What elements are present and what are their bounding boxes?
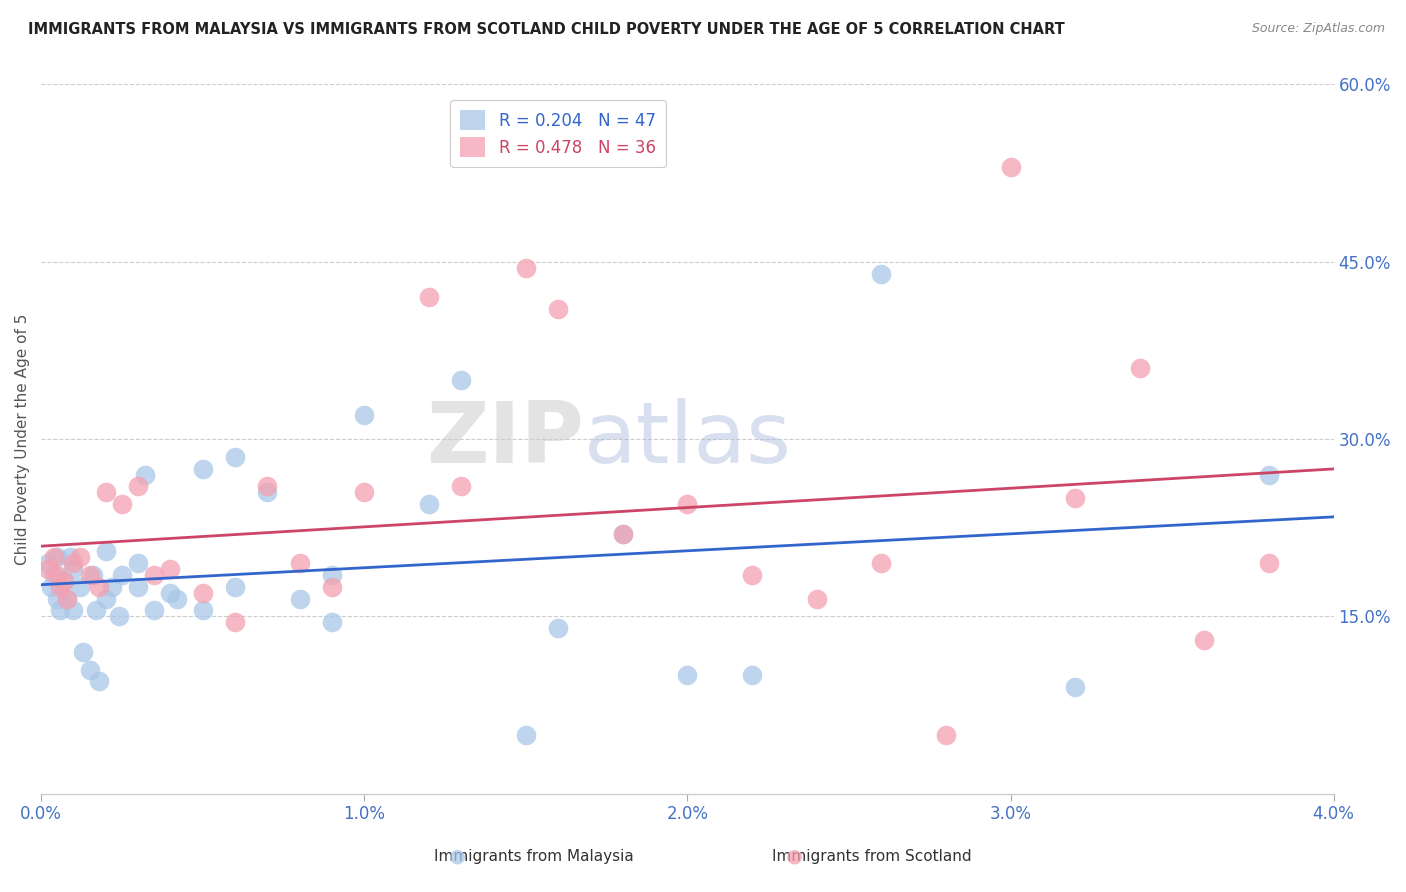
Point: [1000, 160, 1022, 174]
Point: [94, 544, 117, 558]
Point: [741, 668, 763, 682]
Point: [46, 550, 69, 565]
Point: [353, 485, 375, 500]
Point: [42, 550, 65, 565]
Text: Immigrants from Scotland: Immigrants from Scotland: [772, 849, 972, 863]
Point: [256, 479, 278, 493]
Point: [353, 409, 375, 423]
Point: [288, 591, 311, 606]
Point: [547, 621, 569, 635]
Point: [806, 591, 828, 606]
Point: [134, 467, 156, 482]
Point: [418, 497, 440, 511]
Point: [52, 574, 75, 588]
Point: [515, 728, 537, 742]
Text: ●: ●: [449, 847, 465, 866]
Point: [56, 591, 79, 606]
Point: [82, 568, 104, 582]
Point: [49, 580, 72, 594]
Point: [515, 260, 537, 275]
Point: [37, 556, 59, 570]
Point: [72, 645, 94, 659]
Point: [94, 485, 117, 500]
Point: [69, 580, 91, 594]
Point: [166, 591, 188, 606]
Point: [224, 450, 246, 464]
Point: [256, 485, 278, 500]
Point: [127, 479, 149, 493]
Point: [159, 562, 181, 576]
Point: [612, 526, 634, 541]
Text: ●: ●: [786, 847, 803, 866]
Point: [1064, 491, 1087, 505]
Point: [1064, 681, 1087, 695]
Point: [62, 562, 84, 576]
Point: [111, 497, 134, 511]
Point: [191, 585, 214, 599]
Point: [94, 591, 117, 606]
Point: [107, 609, 129, 624]
Point: [46, 568, 69, 582]
Point: [1258, 556, 1281, 570]
Point: [418, 290, 440, 304]
Point: [547, 301, 569, 316]
Point: [37, 562, 59, 576]
Point: [59, 550, 82, 565]
Text: Source: ZipAtlas.com: Source: ZipAtlas.com: [1251, 22, 1385, 36]
Point: [143, 603, 166, 617]
Point: [870, 267, 893, 281]
Point: [143, 568, 166, 582]
Point: [676, 668, 699, 682]
Point: [191, 603, 214, 617]
Point: [450, 479, 472, 493]
Point: [42, 568, 65, 582]
Point: [870, 556, 893, 570]
Point: [49, 603, 72, 617]
Point: [101, 580, 124, 594]
Point: [676, 497, 699, 511]
Point: [935, 728, 957, 742]
Point: [1258, 467, 1281, 482]
Point: [1194, 632, 1216, 647]
Point: [321, 580, 343, 594]
Y-axis label: Child Poverty Under the Age of 5: Child Poverty Under the Age of 5: [15, 313, 30, 565]
Point: [191, 461, 214, 475]
Point: [1129, 361, 1152, 376]
Text: ZIP: ZIP: [426, 398, 583, 481]
Point: [46, 591, 69, 606]
Point: [62, 556, 84, 570]
Point: [127, 556, 149, 570]
Point: [612, 526, 634, 541]
Point: [39, 580, 62, 594]
Point: [288, 556, 311, 570]
Point: [52, 574, 75, 588]
Point: [321, 615, 343, 630]
Point: [224, 615, 246, 630]
Text: IMMIGRANTS FROM MALAYSIA VS IMMIGRANTS FROM SCOTLAND CHILD POVERTY UNDER THE AGE: IMMIGRANTS FROM MALAYSIA VS IMMIGRANTS F…: [28, 22, 1064, 37]
Point: [62, 603, 84, 617]
Point: [84, 603, 107, 617]
Point: [79, 568, 101, 582]
Point: [89, 580, 111, 594]
Point: [159, 585, 181, 599]
Point: [321, 568, 343, 582]
Point: [89, 674, 111, 689]
Point: [56, 591, 79, 606]
Point: [69, 550, 91, 565]
Text: Immigrants from Malaysia: Immigrants from Malaysia: [434, 849, 634, 863]
Point: [450, 373, 472, 387]
Text: atlas: atlas: [583, 398, 792, 481]
Legend: R = 0.204   N = 47, R = 0.478   N = 36: R = 0.204 N = 47, R = 0.478 N = 36: [450, 100, 666, 167]
Point: [224, 580, 246, 594]
Point: [741, 568, 763, 582]
Point: [79, 663, 101, 677]
Point: [127, 580, 149, 594]
Point: [111, 568, 134, 582]
